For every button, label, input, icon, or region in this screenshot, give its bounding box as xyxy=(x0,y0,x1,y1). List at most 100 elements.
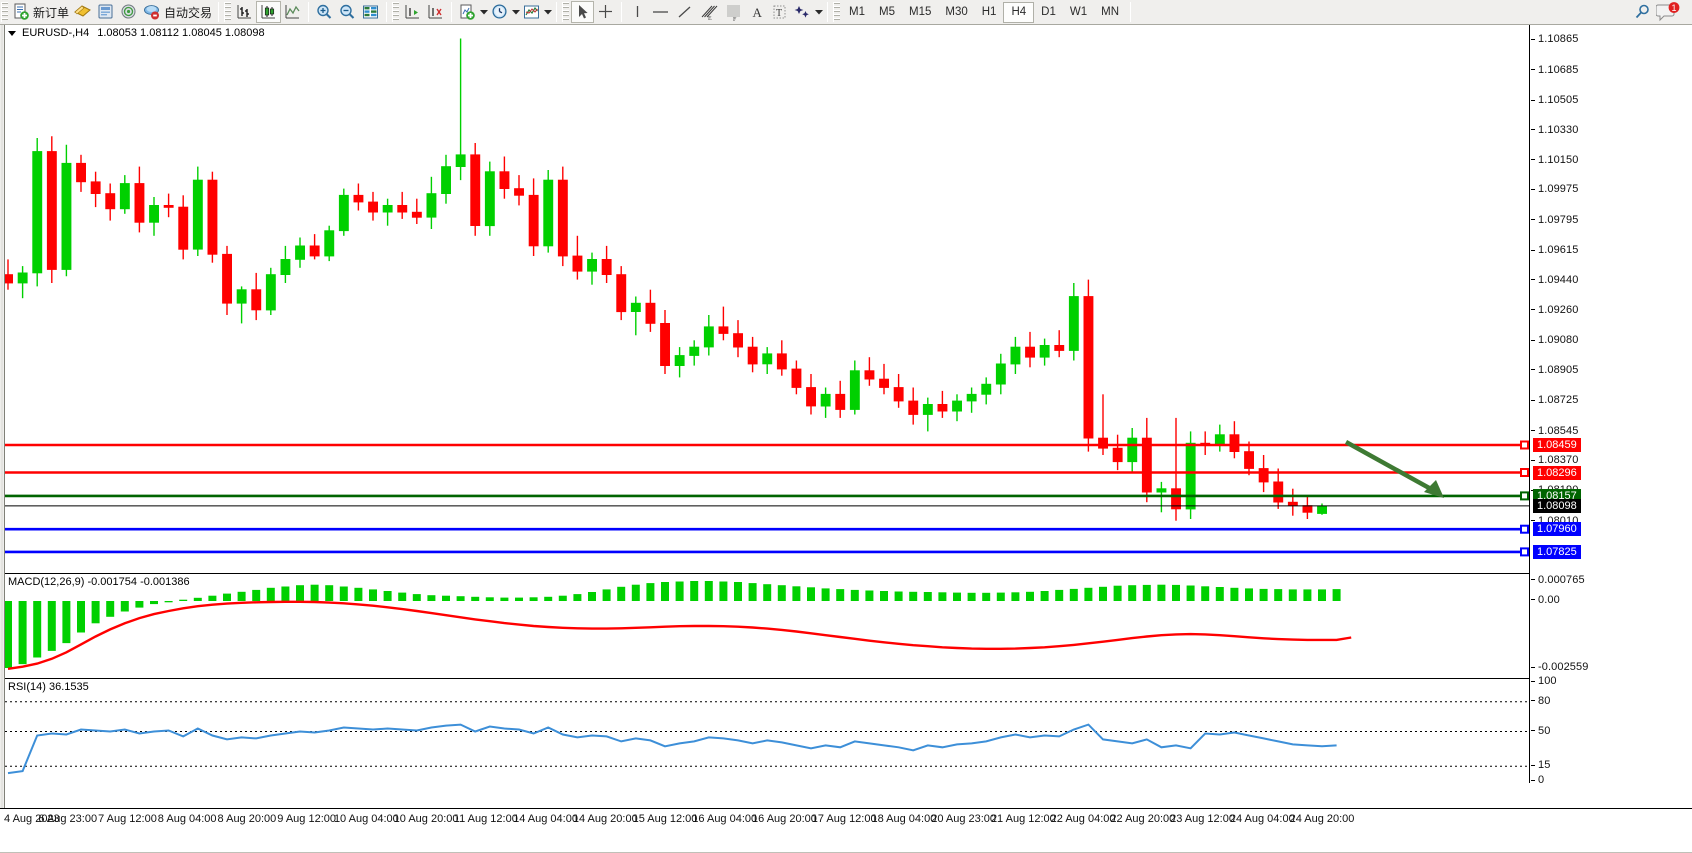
timeframe-m1[interactable]: M1 xyxy=(849,6,866,18)
candle xyxy=(908,387,919,425)
price-scale[interactable]: 1.10865 1.10685 1.10505 1.10330 1.10150 1.099… xyxy=(1531,25,1692,808)
timeframe-mn[interactable]: MN xyxy=(1101,6,1119,18)
crosshair-icon xyxy=(599,5,613,18)
price-tick: 1.10150 xyxy=(1531,154,1578,166)
timeframe-m15[interactable]: M15 xyxy=(909,6,932,18)
fibonacci-button[interactable]: F xyxy=(721,1,746,23)
toolbar-separator-3 xyxy=(386,2,388,22)
chart-menu-caret-icon[interactable] xyxy=(8,30,16,36)
candle xyxy=(1127,428,1138,472)
profile-button[interactable] xyxy=(71,1,94,23)
candlestick-chart-button[interactable] xyxy=(256,1,282,23)
new-order-button[interactable]: 新订单 xyxy=(10,1,71,23)
candle xyxy=(1302,495,1313,519)
timeframe-m30[interactable]: M30 xyxy=(945,6,968,18)
price-level-badge-support-lower[interactable]: 1.07825 xyxy=(1533,544,1581,559)
toolbar-grip-2[interactable] xyxy=(224,2,232,22)
tick-dash xyxy=(1531,369,1535,371)
price-tick: 1.10865 xyxy=(1531,33,1578,45)
search-button[interactable] xyxy=(1630,1,1654,23)
alerts-button[interactable]: 1 xyxy=(1654,1,1682,23)
timeframe-m5[interactable]: M5 xyxy=(879,6,895,18)
price-level-badge-support-upper[interactable]: 1.07960 xyxy=(1533,522,1581,537)
indicators-dropdown-caret[interactable] xyxy=(543,2,552,22)
candle xyxy=(192,166,203,256)
toolbar-grip[interactable] xyxy=(1,2,8,22)
toolbar-grip-4[interactable] xyxy=(562,2,570,22)
crosshair-button[interactable] xyxy=(594,1,617,23)
candle xyxy=(864,357,875,386)
time-axis-label: 22 Aug 04:00 xyxy=(1050,813,1116,825)
toolbar-grip-3[interactable] xyxy=(392,2,400,22)
symbol-header[interactable]: EURUSD-,H4 1.08053 1.08112 1.08045 1.080… xyxy=(8,27,265,39)
tick-dash xyxy=(1531,680,1535,682)
timeframe-d1[interactable]: D1 xyxy=(1041,6,1056,18)
candle xyxy=(1244,441,1255,476)
tick-dash xyxy=(1531,459,1535,461)
toolbar-separator-2 xyxy=(308,2,310,22)
timeframe-h4[interactable]: H4 xyxy=(1003,1,1035,23)
trendline-button[interactable] xyxy=(673,1,696,23)
candle xyxy=(149,197,160,236)
zoom-out-button[interactable] xyxy=(336,1,359,23)
svg-text:F: F xyxy=(733,17,737,21)
cursor-button[interactable] xyxy=(571,1,595,23)
chart-area[interactable]: EURUSD-,H4 1.08053 1.08112 1.08045 1.080… xyxy=(0,25,1692,853)
period-icon xyxy=(492,4,507,19)
zoom-in-button[interactable] xyxy=(313,1,336,23)
tick-label: 1.08905 xyxy=(1538,363,1579,376)
shapes-dropdown-caret[interactable] xyxy=(814,2,823,22)
chart-shift-button[interactable] xyxy=(401,1,424,23)
time-axis[interactable]: 4 Aug 2023 6 Aug 23:00 7 Aug 12:00 8 Aug 04… xyxy=(0,808,1692,853)
text-button[interactable]: A xyxy=(746,1,768,23)
horizontal-line-button[interactable] xyxy=(648,1,673,23)
tick-dash xyxy=(1531,159,1535,161)
text-label-icon: T xyxy=(773,5,786,19)
chevron-down-icon xyxy=(814,10,823,15)
templates-dropdown-caret[interactable] xyxy=(479,2,488,22)
price-tick: 1.08545 xyxy=(1531,425,1578,437)
search-icon xyxy=(1635,4,1649,19)
globe-button[interactable] xyxy=(117,1,140,23)
period-dropdown-caret[interactable] xyxy=(511,2,520,22)
candle xyxy=(119,175,130,214)
candle xyxy=(1214,424,1225,452)
terminal-button[interactable] xyxy=(94,1,117,23)
channel-button[interactable]: E xyxy=(696,1,721,23)
expert-advisor-button[interactable]: 自动交易 xyxy=(140,1,214,23)
tick-dash xyxy=(1531,249,1535,251)
price-level-badge-resistance-upper[interactable]: 1.08459 xyxy=(1533,438,1581,453)
candle xyxy=(397,191,408,219)
bar-chart-button[interactable] xyxy=(233,1,256,23)
symbol-name: EURUSD-,H4 xyxy=(22,27,90,39)
price-pane[interactable] xyxy=(0,25,1530,573)
price-level-handle xyxy=(1520,547,1529,557)
templates-button[interactable] xyxy=(456,1,479,23)
period-button[interactable] xyxy=(488,1,511,23)
line-chart-button[interactable] xyxy=(281,1,304,23)
vertical-line-button[interactable] xyxy=(626,1,648,23)
price-level-badge-resistance-lower[interactable]: 1.08296 xyxy=(1533,465,1581,480)
indicators-button[interactable] xyxy=(520,1,543,23)
candle xyxy=(747,336,758,373)
tick-dash xyxy=(1531,599,1535,601)
price-tick: 1.09260 xyxy=(1531,304,1578,316)
rsi-pane[interactable]: RSI(14) 36.1535 xyxy=(0,678,1530,783)
data-window-button[interactable] xyxy=(359,1,382,23)
data-window-icon xyxy=(363,5,379,19)
text-icon: A xyxy=(752,5,762,20)
shapes-button[interactable] xyxy=(791,1,814,23)
text-label-button[interactable]: T xyxy=(768,1,791,23)
candle xyxy=(1112,434,1123,471)
time-axis-label: 22 Aug 20:00 xyxy=(1110,813,1176,825)
rsi-tick: 80 xyxy=(1531,695,1550,707)
auto-scroll-button[interactable] xyxy=(424,1,447,23)
tick-label: 1.10150 xyxy=(1538,153,1579,166)
timeframe-w1[interactable]: W1 xyxy=(1069,6,1088,18)
timeframe-h1[interactable]: H1 xyxy=(981,6,997,18)
candle xyxy=(324,225,335,262)
price-level-badge-current-price[interactable]: 1.08098 xyxy=(1533,498,1581,513)
tick-dash xyxy=(1531,309,1535,311)
macd-pane[interactable]: MACD(12,26,9) -0.001754 -0.001386 xyxy=(0,573,1530,678)
toolbar-grip-5[interactable] xyxy=(833,2,841,22)
